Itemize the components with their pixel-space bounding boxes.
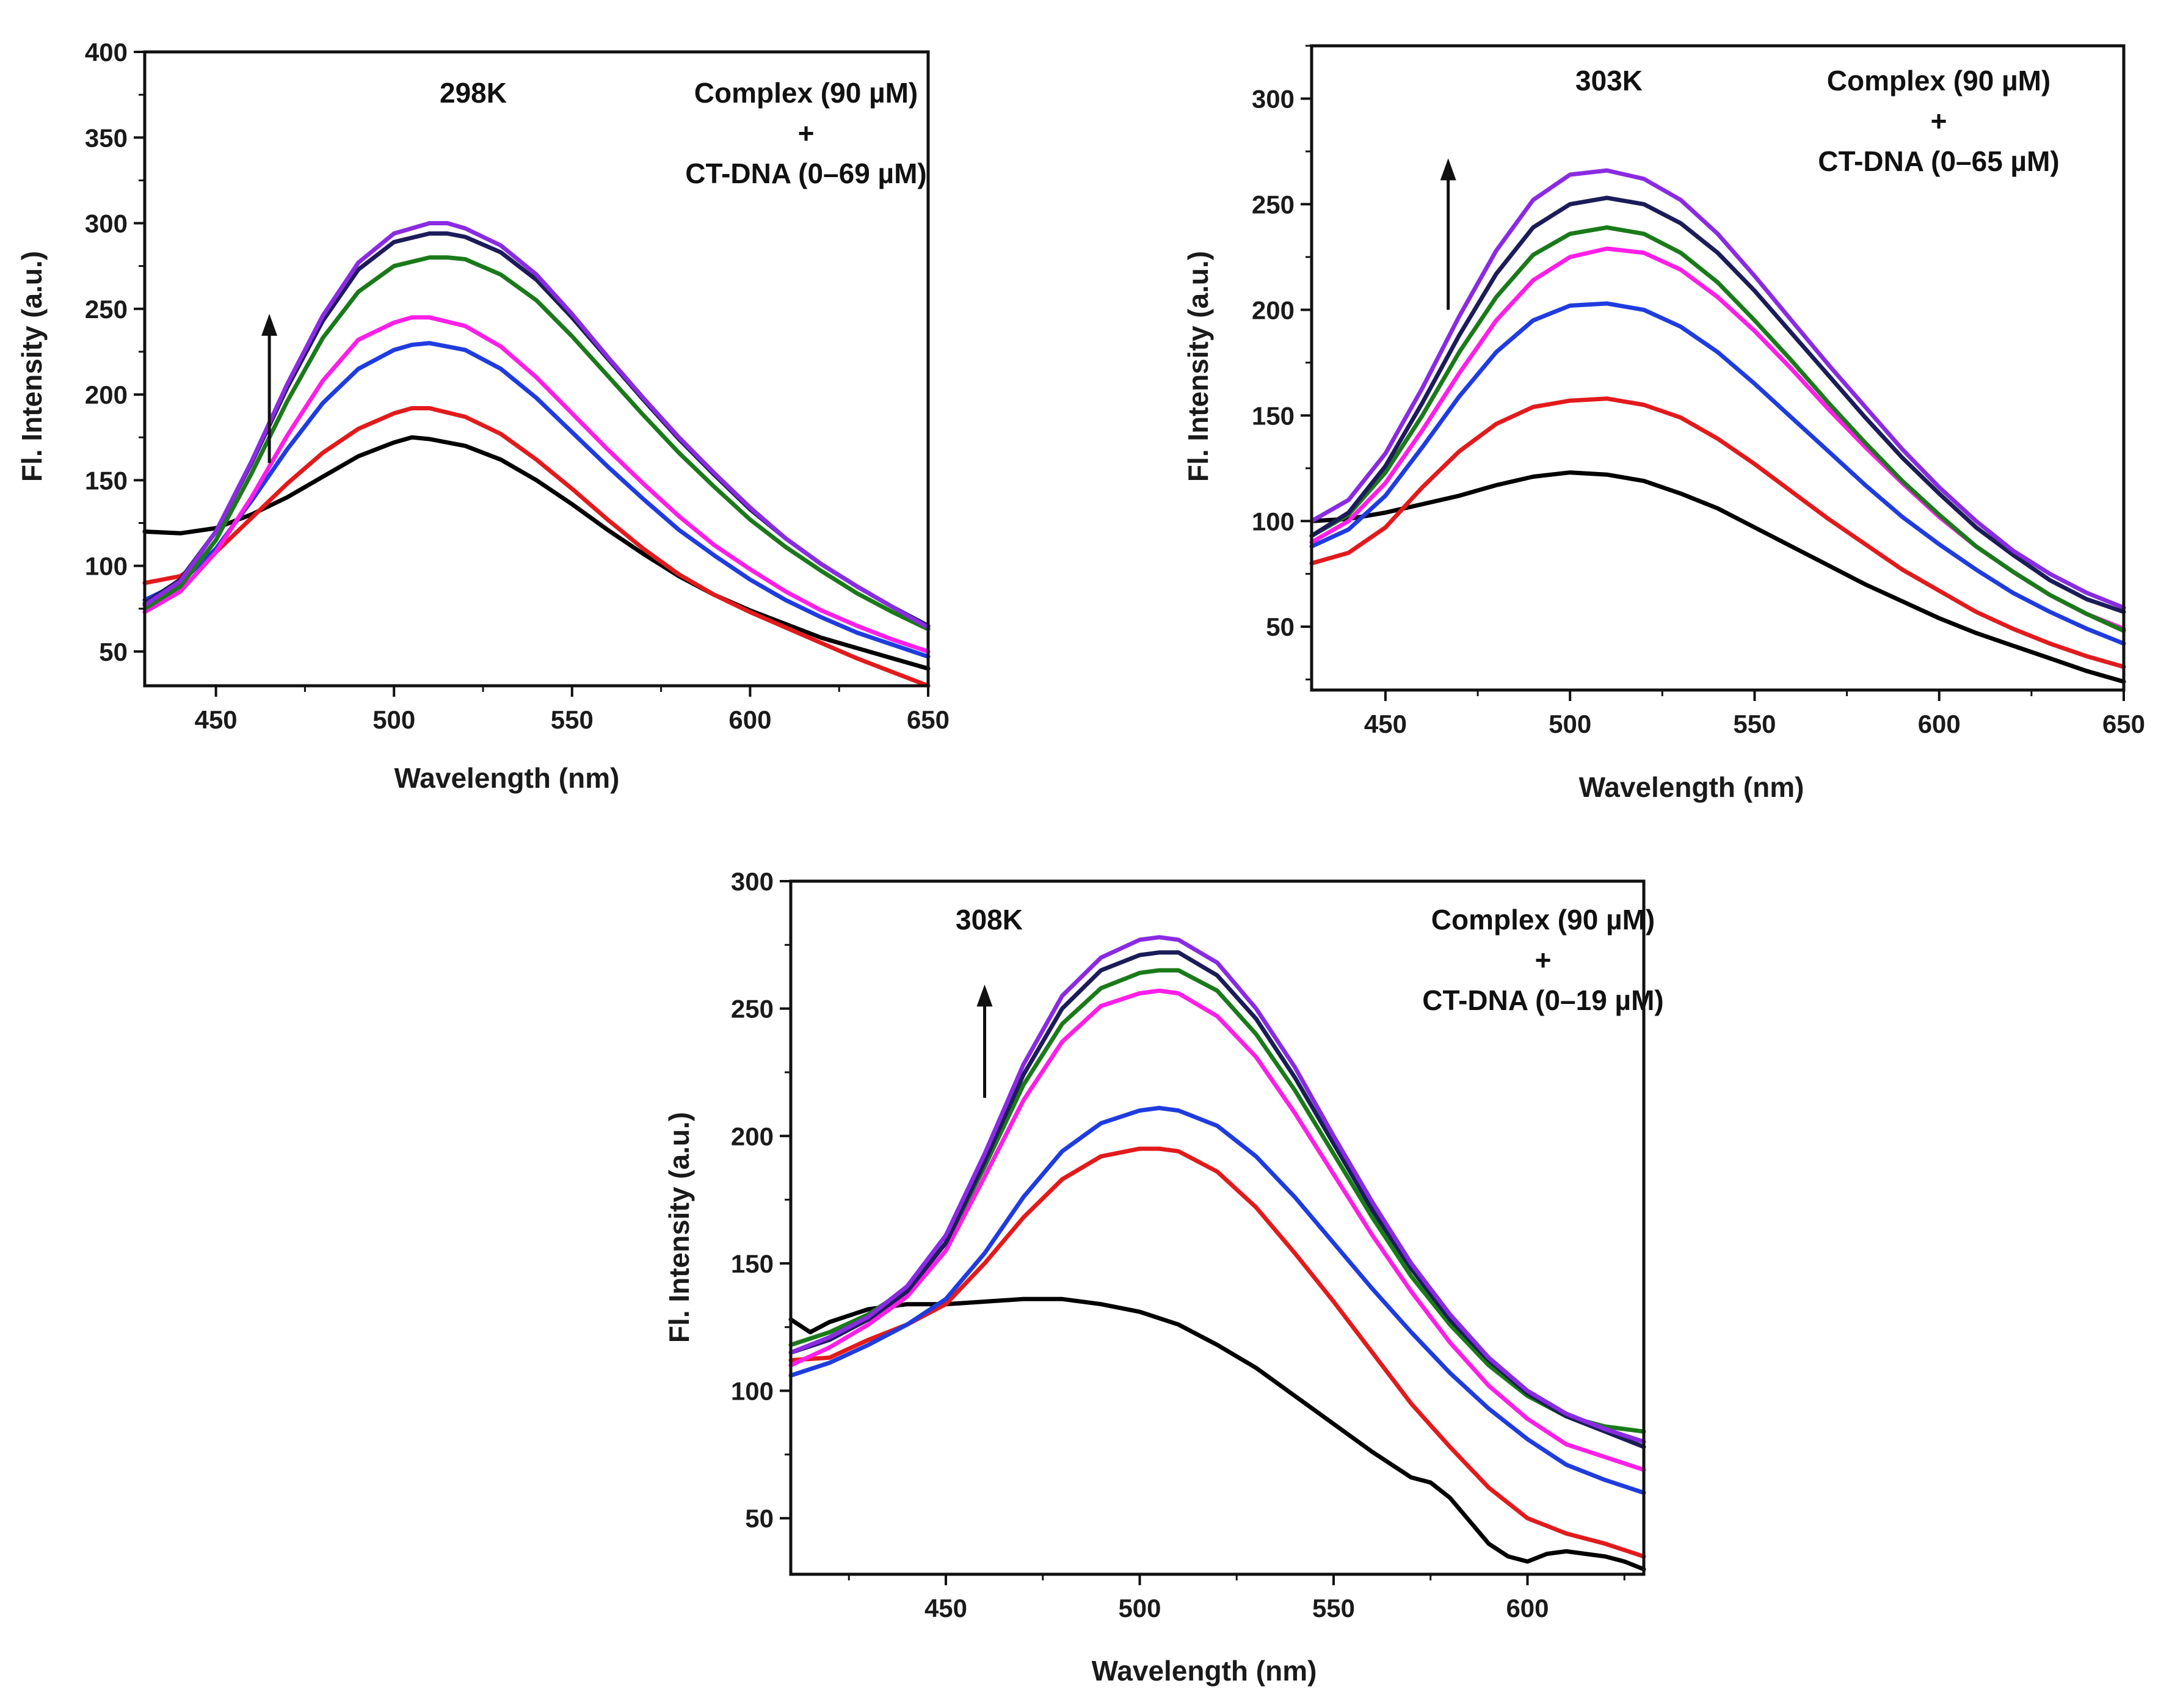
annotation-line-2: + [1535, 944, 1552, 976]
panel-308k: 450 500 550 600 50 100 150 200 250 300 308K Compl… [663, 867, 1664, 1687]
y-tick-label: 200 [731, 1122, 774, 1150]
plot-frame [1310, 44, 2126, 692]
series-line-1 [1309, 470, 2126, 684]
y-tick-label: 150 [1252, 401, 1295, 430]
tick-layer: 450 500 550 600 50 100 150 200 250 300 [731, 867, 1625, 1623]
increase-arrow [976, 984, 993, 1098]
annotation-line-1: Complex (90 µM) [694, 77, 918, 109]
plot-frame [143, 50, 930, 688]
series-line-2 [142, 406, 931, 688]
x-tick-label: 550 [551, 705, 594, 734]
y-tick-label: 150 [85, 466, 128, 495]
x-tick-label: 550 [1733, 710, 1776, 738]
y-tick-label: 400 [85, 38, 128, 67]
series-line-7 [142, 221, 931, 630]
y-tick-label: 200 [1252, 296, 1295, 324]
y-tick-label: 300 [1252, 84, 1295, 113]
y-tick-label: 250 [85, 295, 128, 324]
y-tick-label: 50 [1266, 612, 1295, 641]
x-tick-label: 450 [1364, 710, 1407, 738]
series-line-1 [142, 435, 931, 671]
plot-frame [789, 879, 1646, 1576]
series-layer [788, 935, 1646, 1572]
x-tick-label: 600 [728, 705, 771, 734]
x-tick-label: 600 [1918, 710, 1961, 738]
y-tick-label: 250 [1252, 190, 1295, 219]
x-tick-label: 600 [1506, 1594, 1549, 1623]
panel-303k: 450 500 550 600 650 50 100 150 200 250 300 303K Co… [1182, 44, 2145, 803]
y-axis-title: Fl. Intensity (a.u.) [1182, 251, 1214, 482]
y-tick-label: 200 [85, 380, 128, 409]
temperature-label: 303K [1575, 65, 1643, 96]
series-line-7 [1309, 168, 2126, 610]
x-axis-title: Wavelength (nm) [1092, 1655, 1317, 1687]
series-layer [142, 221, 931, 688]
y-tick-label: 250 [731, 995, 774, 1023]
series-line-5 [142, 255, 931, 631]
y-tick-label: 100 [731, 1377, 774, 1406]
annotation-line-3: CT-DNA (0–65 µM) [1818, 145, 2059, 177]
series-layer [1309, 168, 2126, 684]
annotation-line-2: + [1931, 105, 1947, 137]
y-tick-label: 100 [85, 552, 128, 581]
x-tick-label: 500 [1118, 1594, 1161, 1623]
annotation-line-3: CT-DNA (0–69 µM) [685, 158, 926, 189]
arrow-head [976, 984, 993, 1007]
series-line-1 [788, 1296, 1646, 1572]
temperature-label: 298K [440, 77, 507, 109]
annotation-line-1: Complex (90 µM) [1827, 65, 2050, 96]
series-line-5 [1309, 225, 2126, 633]
arrow-head [1440, 158, 1456, 181]
annotation-line-1: Complex (90 µM) [1431, 904, 1655, 936]
x-tick-label: 500 [372, 705, 415, 734]
x-tick-label: 450 [195, 705, 238, 734]
y-tick-label: 150 [731, 1249, 774, 1278]
series-line-2 [1309, 396, 2126, 669]
tick-layer: 450 500 550 600 650 50 100 150 200 250 300 [1252, 45, 2145, 738]
x-tick-label: 650 [907, 705, 950, 734]
arrow-head [261, 313, 278, 336]
panel-298k: 450 500 550 600 650 50 100 150 200 250 300 350 400 2… [16, 38, 950, 794]
series-line-6 [788, 950, 1646, 1449]
x-tick-label: 650 [2102, 710, 2145, 738]
y-tick-label: 50 [99, 638, 128, 666]
series-line-6 [1309, 195, 2126, 614]
x-tick-label: 550 [1312, 1594, 1355, 1623]
series-line-3 [1309, 301, 2126, 646]
x-axis-title: Wavelength (nm) [394, 762, 620, 794]
series-line-6 [142, 231, 931, 628]
series-line-4 [142, 315, 931, 654]
tick-layer: 450 500 550 600 650 50 100 150 200 250 300 350 400 [85, 38, 950, 734]
annotation-line-3: CT-DNA (0–19 µM) [1422, 984, 1663, 1016]
y-tick-label: 300 [85, 209, 128, 238]
y-tick-label: 50 [745, 1504, 774, 1533]
series-line-3 [788, 1105, 1646, 1495]
x-tick-label: 500 [1549, 710, 1591, 738]
series-line-2 [788, 1146, 1646, 1559]
series-line-3 [142, 341, 931, 659]
increase-arrow [261, 313, 278, 463]
y-tick-label: 300 [731, 867, 774, 896]
y-tick-label: 100 [1252, 507, 1295, 536]
series-line-7 [788, 935, 1646, 1444]
series-line-4 [788, 988, 1646, 1472]
x-axis-title: Wavelength (nm) [1579, 771, 1804, 803]
x-tick-label: 450 [924, 1594, 967, 1623]
y-axis-title: Fl. Intensity (a.u.) [16, 251, 48, 482]
annotation-line-2: + [798, 117, 815, 149]
y-axis-title: Fl. Intensity (a.u.) [663, 1112, 695, 1343]
temperature-label: 308K [956, 904, 1023, 936]
increase-arrow [1440, 158, 1456, 310]
y-tick-label: 350 [85, 123, 128, 152]
series-line-5 [788, 968, 1646, 1434]
